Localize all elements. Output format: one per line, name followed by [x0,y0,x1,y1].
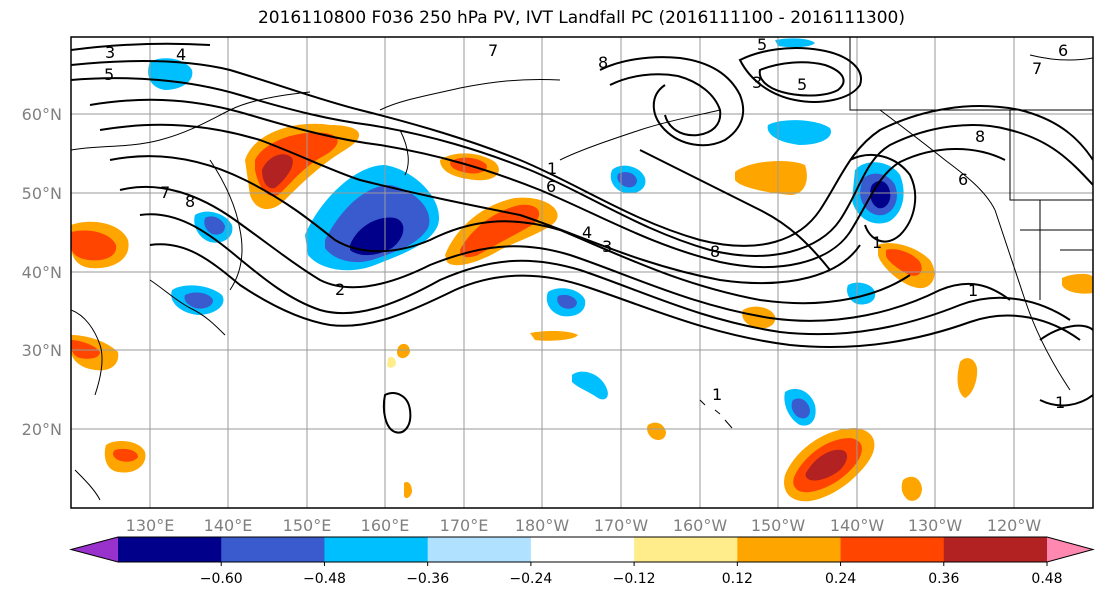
colorbar-extend-max [1047,537,1093,562]
contour-label: 3 [602,237,612,256]
colorbar-outline [69,536,1095,563]
lat-label: 20°N [22,420,62,439]
contour-label: 8 [185,192,195,211]
colorbar-tick-label: −0.36 [406,571,449,587]
contour-label: 8 [710,242,720,261]
contour-label: 7 [1032,59,1042,78]
colorbar-extend-min [71,537,118,562]
pv-contours [71,42,1093,434]
contour-label: 1 [968,281,978,300]
contour-label: 2 [335,280,345,299]
lon-label: 180°W [515,516,570,535]
colorbar-tick-label: 0.48 [1031,571,1062,587]
coastlines [71,37,1093,501]
lat-label: 30°N [22,341,62,360]
lat-label: 40°N [22,263,62,282]
contour-label: 5 [104,65,114,84]
lat-label: 50°N [22,184,62,203]
contour-label: 7 [160,183,170,202]
lon-label: 170°W [594,516,649,535]
colorbar-segment [324,537,429,562]
contour-label: 1 [1055,393,1065,412]
contour-label: 3 [752,73,762,92]
colorbar-segment [427,537,532,562]
lat-label: 60°N [22,105,62,124]
colorbar-tick-label: −0.24 [509,571,552,587]
colorbar-tick-label: 0.24 [825,571,856,587]
contour-label: 4 [176,45,186,64]
page-title: 2016110800 F036 250 hPa PV, IVT Landfall… [257,8,905,28]
lon-label: 160°W [673,516,728,535]
colorbar-segment [840,537,945,562]
colorbar: −0.60 −0.48 −0.36 −0.24 −0.12 0.12 0.24 0.36 0.4… [69,536,1095,587]
contour-label: 1 [547,159,557,178]
contour-labels: 3 4 5 7 8 7 5 3 5 6 7 8 6 4 3 8 2 1 1 1 … [104,35,1068,412]
lon-label: 140°W [830,516,885,535]
colorbar-segment [530,537,635,562]
lon-label: 170°E [440,516,489,535]
contour-label: 6 [958,170,968,189]
lon-label: 130°E [126,516,175,535]
contour-label: 4 [582,223,592,242]
contour-label: 8 [975,127,985,146]
lon-label: 130°W [908,516,963,535]
contour-label: 6 [1058,41,1068,60]
shade-neg-trough-core [350,217,404,256]
contour-label: 3 [105,43,115,62]
lon-label: 120°W [987,516,1042,535]
contour-label: 1 [872,233,882,252]
colorbar-tick-label: −0.12 [613,571,656,587]
contour-label: 5 [797,75,807,94]
contour-label: 1 [712,385,722,404]
map-frame [70,36,1094,509]
colorbar-segment [943,537,1048,562]
lon-label: 160°E [361,516,410,535]
shade-pos-dateline-core [460,204,540,258]
latitude-labels: 60°N 50°N 40°N 30°N 20°N [22,105,62,439]
colorbar-segment [118,537,222,562]
lon-label: 150°W [751,516,806,535]
colorbar-tick-label: 0.36 [928,571,959,587]
shade-pos-okhotsk-core [262,154,293,189]
longitude-labels: 130°E 140°E 150°E 160°E 170°E 180°W 170°… [126,516,1042,535]
contour-label: 8 [598,53,608,72]
contour-label: 6 [546,177,556,196]
contour-label: 5 [757,35,767,54]
colorbar-segment [737,537,842,562]
colorbar-tick-label: −0.48 [303,571,346,587]
lon-label: 150°E [283,516,332,535]
pc-shading [71,38,1093,502]
lon-label: 140°E [204,516,253,535]
contour-label: 7 [488,41,498,60]
colorbar-tick-label: 0.12 [722,571,753,587]
colorbar-tick-label: −0.60 [200,571,243,587]
colorbar-segment [221,537,325,562]
colorbar-segment [634,537,738,562]
